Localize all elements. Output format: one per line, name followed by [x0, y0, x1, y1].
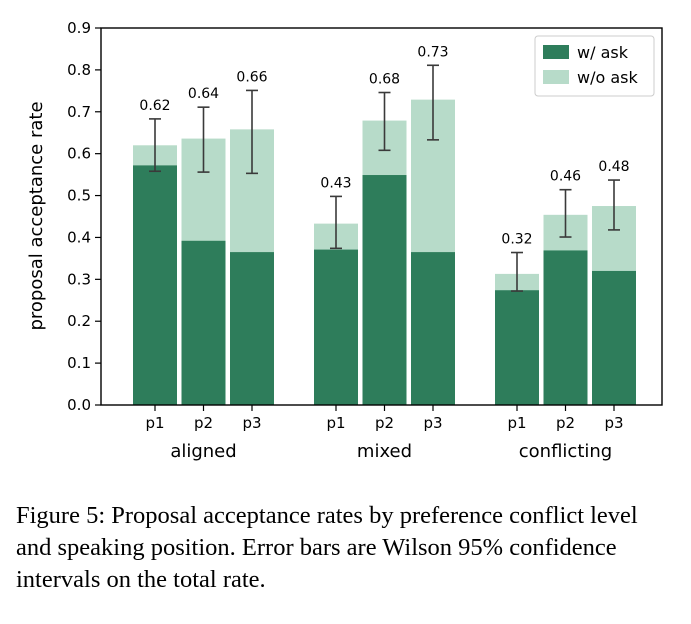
figure-caption: Figure 5: Proposal acceptance rates by p…: [16, 502, 638, 593]
y-tick-label-0.1: 0.1: [67, 354, 91, 372]
y-tick-label-0.9: 0.9: [67, 19, 91, 37]
y-tick-label-0.3: 0.3: [67, 270, 91, 288]
legend: w/ ask w/o ask: [534, 35, 655, 97]
value-label-mixed-p3: 0.73: [417, 44, 448, 60]
value-label-aligned-p3: 0.66: [236, 69, 267, 85]
value-label-aligned-p2: 0.64: [188, 86, 219, 102]
y-tick-label-0.7: 0.7: [67, 103, 91, 121]
y-tick-label-0.2: 0.2: [67, 312, 91, 330]
error-bar-aligned-p3: [246, 89, 258, 175]
value-label-conflicting-p2: 0.46: [550, 169, 581, 185]
legend-label-1: w/o ask: [577, 68, 638, 87]
value-label-mixed-p1: 0.43: [320, 175, 351, 191]
error-bar-aligned-p2: [197, 106, 210, 173]
bar-with-ask-mixed-p1: [314, 249, 358, 405]
bar-with-ask-mixed-p3: [411, 252, 455, 405]
error-bar-aligned-p1: [149, 118, 161, 173]
x-tick-label-mixed-p3: p3: [423, 414, 442, 432]
error-bar-mixed-p1: [330, 195, 342, 250]
legend-swatch-1: [543, 70, 569, 84]
error-bar-conflicting-p1: [511, 251, 523, 292]
group-label-conflicting: conflicting: [519, 441, 612, 462]
bar-with-ask-aligned-p2: [181, 240, 226, 405]
x-tick-label-conflicting-p3: p3: [604, 414, 623, 432]
legend-swatch-0: [543, 45, 569, 59]
error-bar-conflicting-p3: [608, 179, 620, 231]
legend-label-0: w/ ask: [577, 43, 629, 62]
bar-with-ask-aligned-p3: [230, 252, 274, 405]
x-tick-label-conflicting-p1: p1: [507, 414, 526, 432]
x-tick-label-mixed-p2: p2: [375, 414, 394, 432]
error-bar-mixed-p3: [427, 64, 439, 141]
value-label-conflicting-p3: 0.48: [598, 159, 629, 175]
x-tick-label-aligned-p2: p2: [194, 414, 213, 432]
error-bar-mixed-p2: [378, 91, 391, 152]
y-tick-label-0.4: 0.4: [67, 228, 91, 246]
bar-with-ask-mixed-p2: [362, 175, 407, 405]
bar-with-ask-aligned-p1: [133, 165, 177, 405]
group-label-aligned: aligned: [170, 441, 236, 462]
value-label-mixed-p2: 0.68: [369, 72, 400, 88]
x-tick-label-aligned-p1: p1: [145, 414, 164, 432]
y-tick-label-0.5: 0.5: [67, 187, 91, 205]
y-tick-label-0.8: 0.8: [67, 61, 91, 79]
bar-with-ask-conflicting-p1: [495, 290, 539, 405]
y-tick-label-0.0: 0.0: [67, 396, 91, 414]
x-tick-label-mixed-p1: p1: [326, 414, 345, 432]
plot-frame: [100, 27, 663, 406]
axes-layer: p1 p2 p3 aligned p1 p2 p3 mixed p1 p2 p3 conflictin…: [67, 19, 663, 462]
error-bar-conflicting-p2: [559, 188, 572, 238]
x-tick-label-aligned-p3: p3: [242, 414, 261, 432]
acceptance-rate-chart: 0.620.640.660.430.680.730.320.460.48 p1 p…: [26, 19, 663, 462]
value-label-conflicting-p1: 0.32: [501, 232, 532, 248]
y-tick-label-0.6: 0.6: [67, 145, 91, 163]
y-axis-label: proposal acceptance rate: [26, 101, 47, 330]
bar-with-ask-conflicting-p2: [543, 250, 588, 405]
x-tick-label-conflicting-p2: p2: [556, 414, 575, 432]
group-label-mixed: mixed: [357, 441, 412, 462]
bar-with-ask-conflicting-p3: [592, 270, 636, 405]
value-label-aligned-p1: 0.62: [139, 98, 170, 114]
plot-layer: 0.62 0.64 0.66 0.43 0.68 0.73 0.32 0.46 0.48: [133, 44, 636, 406]
